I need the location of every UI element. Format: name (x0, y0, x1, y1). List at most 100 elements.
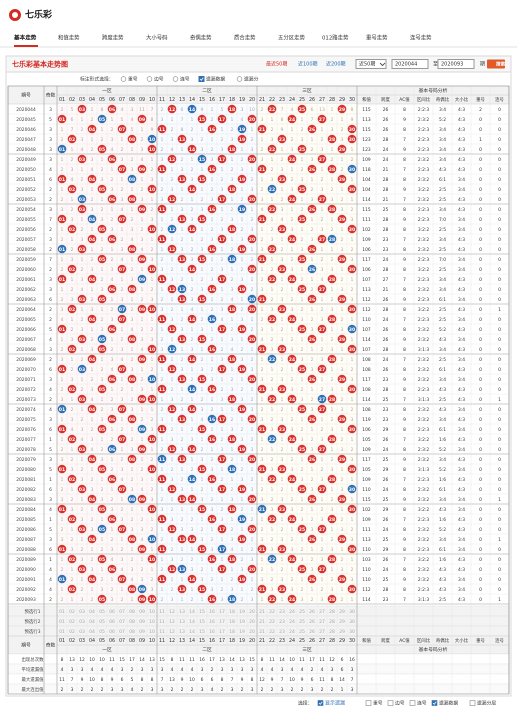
from-input[interactable] (391, 59, 429, 69)
omission: 3 (281, 497, 284, 503)
omission: 1 (141, 367, 144, 373)
option-radio[interactable] (236, 76, 243, 82)
odd-count: 2 (49, 597, 52, 603)
stat-value: 0 (479, 527, 482, 533)
footer-checkbox[interactable] (365, 700, 372, 706)
hit-ball (297, 404, 307, 414)
omission: 1 (311, 217, 314, 223)
ball-number: 09 (139, 497, 145, 503)
omission: 2 (191, 467, 194, 473)
omission: 1 (161, 327, 164, 333)
ball-number: 03 (79, 207, 85, 213)
stat-value: 3:4 (458, 427, 465, 433)
omission: 1 (301, 417, 304, 423)
special-ball (267, 354, 277, 364)
omission: 3 (141, 577, 144, 583)
omission: 3 (331, 467, 334, 473)
omission: 2 (111, 537, 114, 543)
option-radio[interactable] (172, 76, 179, 82)
hit-ball (127, 414, 137, 424)
omission: 3 (351, 257, 354, 263)
option-radio[interactable] (146, 76, 153, 82)
omission: 4 (131, 117, 134, 123)
ball-number: 14 (189, 447, 195, 453)
omission: 3 (221, 357, 224, 363)
omission: 1 (301, 497, 304, 503)
hit-ball (77, 394, 87, 404)
omission: 1 (101, 567, 104, 573)
omission: 2 (121, 597, 124, 603)
ball-number: 29 (339, 377, 345, 383)
hit-ball (337, 414, 347, 424)
omission: 2 (271, 537, 274, 543)
footer-number: 25 (299, 638, 305, 644)
omission: 2 (231, 277, 234, 283)
ball-number: 06 (109, 237, 115, 243)
omission: 4 (61, 317, 64, 323)
omission: 6 (71, 117, 74, 123)
omission: 1 (191, 117, 194, 123)
omission: 1 (211, 447, 214, 453)
hit-ball (307, 374, 317, 384)
summary-value: 4 (301, 667, 304, 673)
stat-value: 2:3:2 (418, 117, 430, 123)
to-input[interactable] (437, 59, 475, 69)
omission: 2 (291, 417, 294, 423)
summary-value: 3 (161, 687, 164, 693)
stat-value: 4:3 (458, 347, 465, 353)
hit-ball (217, 364, 227, 374)
special-ball (177, 284, 187, 294)
omission: 7 (181, 117, 184, 123)
preselect-number: 04 (89, 609, 95, 615)
ball-number: 30 (349, 267, 355, 273)
hit-ball (277, 264, 287, 274)
ball-number: 25 (299, 107, 305, 113)
stat-value: 3:4 (439, 147, 446, 153)
omission: 1 (281, 357, 284, 363)
omission: 2 (251, 397, 254, 403)
omission: 1 (151, 447, 154, 453)
omission: 2 (171, 307, 174, 313)
option-radio[interactable] (120, 76, 127, 82)
preselect-number: 08 (129, 619, 135, 625)
range-link: 近200期 (326, 61, 346, 68)
ball-number: 03 (79, 337, 85, 343)
omission: 4 (321, 277, 324, 283)
footer-checkbox[interactable] (469, 700, 476, 706)
preselect-number: 25 (299, 619, 305, 625)
ball-number: 10 (149, 147, 155, 153)
search-button[interactable] (487, 59, 505, 69)
omission: 2 (231, 487, 234, 493)
stat-value: 3:4 (439, 277, 446, 283)
stat-value: 6:1 (439, 177, 446, 183)
omission: 1 (241, 257, 244, 263)
omission: 1 (101, 477, 104, 483)
special-ball (87, 214, 97, 224)
preselect-number: 19 (239, 619, 245, 625)
omission: 1 (151, 357, 154, 363)
hit-ball (157, 124, 167, 134)
option-checkbox[interactable] (198, 76, 205, 82)
summary-value: 5 (131, 677, 134, 683)
range-select[interactable] (355, 59, 387, 69)
special-ball (207, 414, 217, 424)
omission: 3 (151, 257, 154, 263)
omission: 3 (221, 187, 224, 193)
omission: 1 (201, 127, 204, 133)
footer-checkbox[interactable] (431, 700, 438, 706)
omission: 3 (61, 357, 64, 363)
footer-checkbox[interactable] (317, 700, 324, 706)
preselect-number: 24 (289, 619, 295, 625)
omission: 2 (251, 217, 254, 223)
stat-value: 8 (403, 107, 406, 113)
stat-value: 0 (498, 427, 501, 433)
omission: 2 (191, 207, 194, 213)
summary-value: 4 (101, 667, 104, 673)
summary-value: 4 (321, 667, 324, 673)
footer-checkbox[interactable] (387, 700, 394, 706)
footer-checkbox[interactable] (409, 700, 416, 706)
ball-number: 11 (159, 167, 165, 173)
omission: 1 (231, 267, 234, 273)
stat-value: 3:4 (458, 187, 465, 193)
footer-item: 遗漏分层 (477, 700, 496, 707)
